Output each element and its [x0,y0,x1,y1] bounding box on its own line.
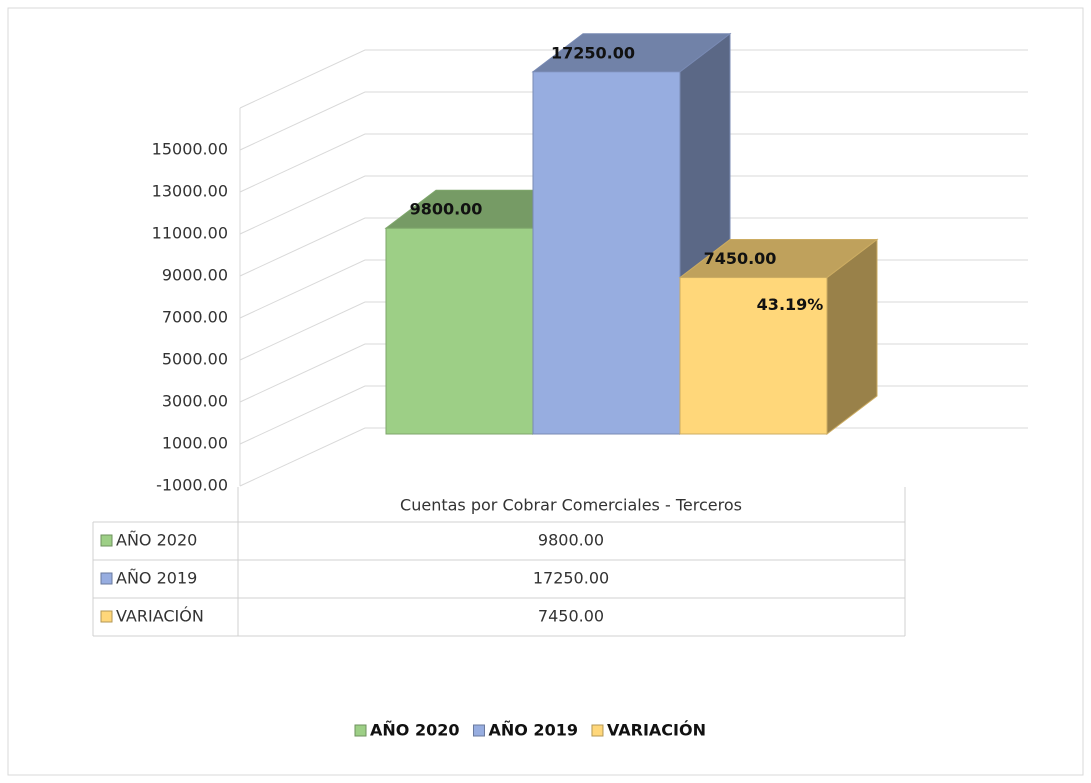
grid-line [239,133,1028,193]
y-tick-label: 3000.00 [162,392,228,411]
table-header: Cuentas por Cobrar Comerciales - Tercero… [400,496,742,515]
grid-line [239,91,1028,151]
table-row-label: AÑO 2020 [116,531,197,550]
y-tick-label: 1000.00 [162,434,228,453]
table-legend-key [100,610,113,623]
data-table [92,487,906,637]
legend-key [472,724,485,737]
table-row-label: AÑO 2019 [116,569,197,588]
table-cell: 17250.00 [533,569,609,588]
y-tick-label: 5000.00 [162,350,228,369]
y-tick-label: -1000.00 [156,476,228,495]
y-tick-label: 11000.00 [152,224,228,243]
legend-label: AÑO 2020 [370,721,459,740]
y-tick-label: 13000.00 [152,182,228,201]
table-cell: 7450.00 [538,607,604,626]
bar [385,227,534,435]
y-tick-label: 15000.00 [152,140,228,159]
table-row-label: VARIACIÓN [116,607,204,626]
data-label: 7450.00 [704,249,777,268]
table-legend-key [100,572,113,585]
annotation: 43.19% [757,295,824,314]
legend-key [354,724,367,737]
legend-label: AÑO 2019 [488,721,577,740]
bar [532,71,681,435]
plot-edge [239,49,1028,109]
legend-key [591,724,604,737]
y-tick-label: 9000.00 [162,266,228,285]
data-label: 17250.00 [551,43,635,62]
data-label: 9800.00 [410,200,483,219]
grid-line [239,217,1028,277]
legend-label: VARIACIÓN [607,721,706,740]
y-tick-label: 7000.00 [162,308,228,327]
grid-line [239,175,1028,235]
table-cell: 9800.00 [538,531,604,550]
table-legend-key [100,534,113,547]
bar [679,277,828,435]
